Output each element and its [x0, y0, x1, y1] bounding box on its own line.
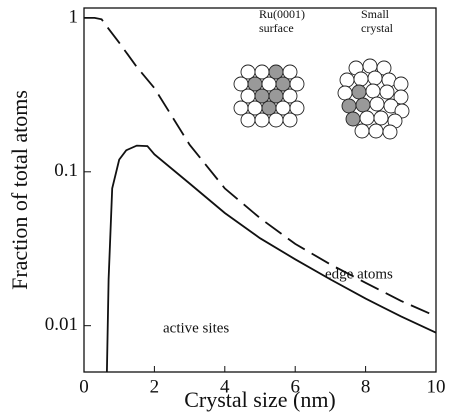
x-tick-label: 0 — [79, 376, 89, 397]
series-label: edge atoms — [325, 266, 393, 282]
x-tick-label: 8 — [361, 376, 371, 397]
x-axis-title: Crystal size (nm) — [184, 387, 336, 412]
y-tick-label: 1 — [69, 6, 79, 27]
x-tick-label: 4 — [220, 376, 230, 397]
x-tick-label: 10 — [427, 376, 446, 397]
x-tick-label: 2 — [150, 376, 160, 397]
annotation: Ru(0001) — [259, 7, 305, 21]
annotation: crystal — [361, 21, 394, 35]
series-line — [84, 17, 437, 318]
y-tick-label: 0.1 — [54, 160, 78, 181]
plot-frame — [83, 7, 437, 373]
x-tick-label: 6 — [290, 376, 300, 397]
series-line — [106, 144, 437, 373]
ru-surface-icon — [233, 64, 305, 128]
small-crystal-icon — [337, 58, 410, 140]
annotation: Small — [361, 7, 390, 21]
y-tick-label: 0.01 — [45, 314, 78, 335]
series-label: active sites — [163, 320, 229, 336]
annotation: surface — [259, 21, 294, 35]
y-axis-title: Fraction of total atoms — [7, 90, 32, 290]
